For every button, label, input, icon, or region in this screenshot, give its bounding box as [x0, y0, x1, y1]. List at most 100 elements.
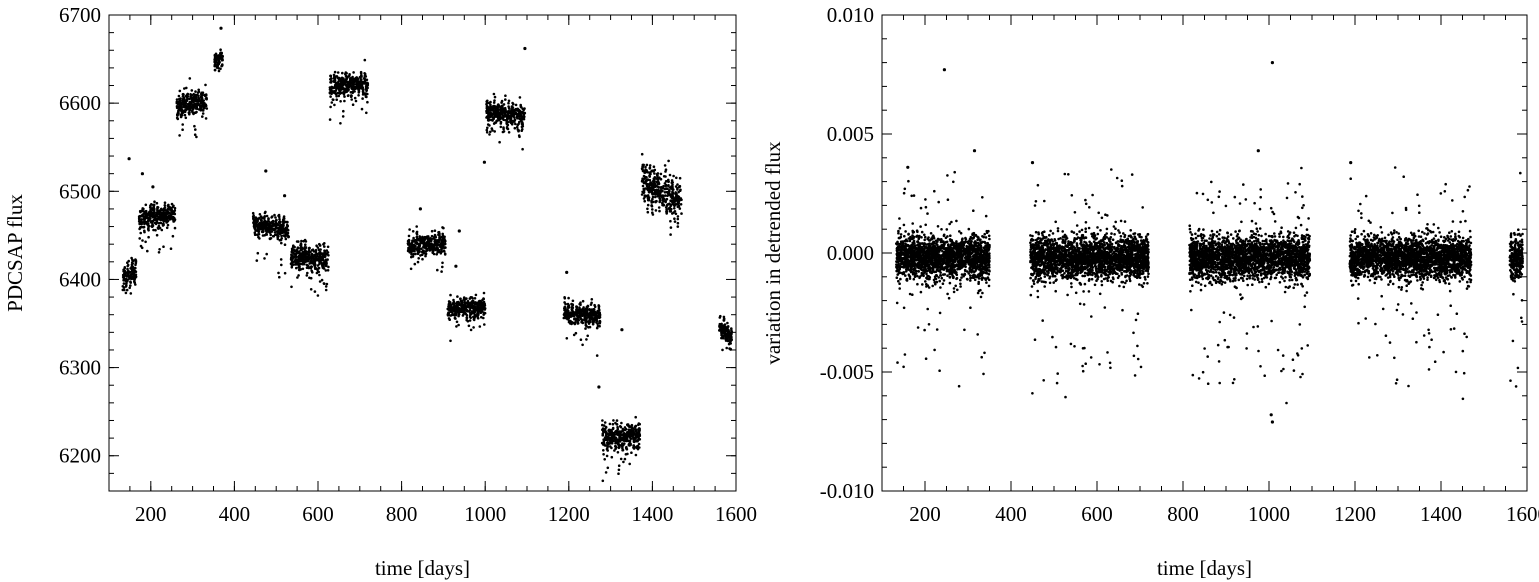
data-point — [351, 85, 354, 89]
data-point — [577, 318, 580, 322]
data-point — [411, 255, 415, 258]
data-point — [664, 184, 668, 188]
data-point — [570, 320, 574, 324]
data-point — [611, 427, 615, 431]
data-point — [635, 439, 639, 442]
data-point — [356, 78, 359, 81]
data-point — [508, 107, 511, 110]
data-point — [191, 110, 194, 113]
data-point — [416, 260, 420, 264]
y-axis-label: variation in detrended flux — [761, 141, 785, 365]
data-point — [146, 216, 149, 220]
data-point — [492, 92, 496, 96]
data-point — [144, 210, 148, 213]
data-point — [486, 115, 490, 118]
data-point — [595, 326, 599, 330]
data-point — [355, 86, 358, 90]
data-point — [480, 302, 483, 305]
data-point — [517, 129, 520, 133]
data-point — [408, 228, 411, 231]
data-point — [127, 269, 130, 273]
data-point — [145, 214, 149, 217]
data-point — [260, 219, 263, 222]
data-point — [342, 92, 346, 96]
data-point — [619, 433, 622, 437]
data-point — [497, 118, 501, 122]
data-point — [277, 271, 280, 275]
data-point — [331, 86, 334, 89]
data-point — [448, 318, 452, 322]
data-point — [563, 301, 566, 304]
data-point — [200, 91, 203, 95]
data-point — [483, 323, 486, 326]
data-point — [324, 288, 328, 292]
data-point — [254, 219, 258, 222]
data-point — [938, 369, 941, 373]
data-point — [603, 421, 607, 424]
data-point — [598, 308, 601, 312]
data-point — [729, 347, 732, 351]
data-point — [415, 235, 419, 239]
data-point — [309, 259, 312, 263]
data-point — [584, 321, 587, 325]
data-point — [614, 441, 617, 445]
data-point — [294, 258, 298, 262]
data-point — [985, 281, 988, 284]
data-point — [607, 436, 611, 440]
data-point — [297, 266, 301, 269]
data-point — [304, 240, 308, 243]
data-point — [428, 237, 432, 240]
data-point — [299, 248, 303, 252]
data-point — [619, 457, 623, 461]
data-point — [465, 314, 469, 317]
data-point — [279, 223, 283, 227]
data-point — [617, 443, 621, 446]
data-point — [188, 97, 191, 101]
data-point — [613, 449, 616, 452]
data-point — [430, 229, 434, 233]
data-point — [921, 283, 924, 286]
data-point — [341, 71, 344, 75]
data-point — [346, 94, 350, 98]
data-point — [678, 207, 682, 210]
data-point — [285, 227, 289, 230]
data-point — [646, 207, 649, 211]
data-point — [948, 281, 952, 285]
data-point — [606, 466, 610, 470]
data-point — [575, 308, 579, 312]
data-point — [329, 95, 332, 98]
data-point — [344, 81, 347, 84]
data-point — [143, 216, 147, 220]
data-point — [654, 200, 657, 203]
data-point — [158, 248, 161, 251]
data-point — [671, 212, 674, 215]
outlier-point — [454, 264, 458, 268]
data-point — [604, 425, 608, 429]
data-point — [134, 259, 138, 262]
data-point — [278, 220, 281, 224]
data-point — [121, 288, 125, 292]
data-point — [573, 322, 577, 326]
data-point — [325, 282, 329, 286]
data-point — [318, 273, 321, 277]
data-point — [344, 84, 348, 87]
data-point — [615, 419, 619, 422]
data-point — [519, 110, 522, 113]
data-point — [149, 204, 152, 207]
y-tick-label: 0.005 — [827, 122, 874, 146]
data-point — [482, 311, 486, 315]
data-point — [257, 230, 261, 234]
data-point — [513, 126, 517, 130]
data-point — [453, 316, 457, 320]
data-point — [924, 223, 927, 227]
data-point — [579, 308, 583, 311]
data-point — [267, 229, 271, 232]
data-point — [720, 334, 724, 338]
data-point — [498, 140, 501, 144]
data-point — [310, 249, 314, 252]
data-point — [156, 210, 159, 213]
data-point — [665, 197, 669, 201]
data-point — [363, 58, 367, 62]
data-point — [263, 234, 267, 237]
data-point — [633, 436, 637, 440]
